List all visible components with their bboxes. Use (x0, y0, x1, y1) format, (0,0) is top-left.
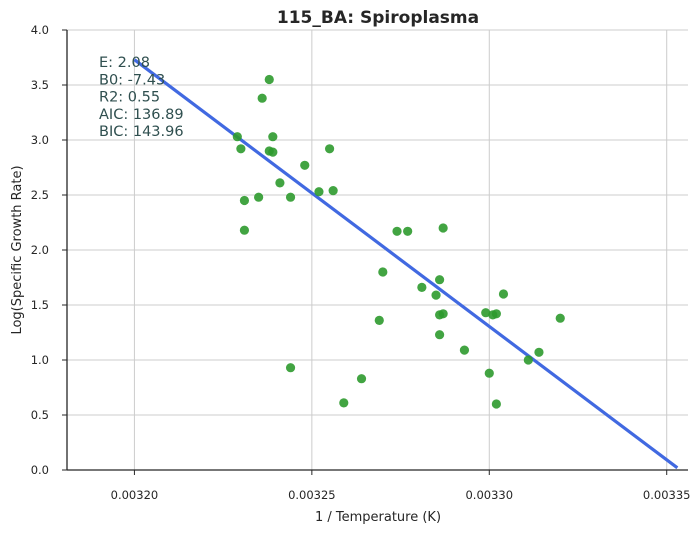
data-point (459, 345, 470, 355)
data-point (339, 398, 349, 408)
data-point (239, 225, 250, 235)
data-point (431, 290, 441, 300)
y-tick-label: 0.5 (31, 408, 49, 422)
y-tick-label: 1.5 (31, 298, 49, 312)
data-point (328, 186, 338, 196)
data-point (403, 226, 413, 236)
data-point (285, 363, 296, 373)
fit-stat-label: AIC: 136.89 (99, 107, 184, 123)
x-tick-label: 0.00335 (643, 488, 691, 502)
y-tick-label: 1.0 (31, 353, 49, 367)
data-point (268, 147, 278, 157)
data-point (392, 226, 402, 236)
x-axis-label: 1 / Temperature (K) (315, 510, 441, 525)
data-point (378, 267, 388, 277)
y-tick-label: 2.0 (31, 243, 49, 257)
data-point (239, 195, 250, 206)
data-point (417, 282, 427, 292)
fit-line-layer (133, 58, 679, 470)
data-point (438, 223, 448, 233)
x-tick-label: 0.00320 (111, 488, 159, 502)
data-point (491, 309, 501, 319)
data-point (374, 315, 384, 325)
y-axis-label: Log(Specific Growth Rate) (10, 165, 25, 334)
fit-line (133, 58, 679, 470)
data-point (435, 330, 445, 340)
fit-stat-label: BIC: 143.96 (99, 124, 184, 140)
chart-title: 115_BA: Spiroplasma (277, 8, 479, 28)
data-point (491, 399, 501, 409)
data-point (236, 144, 246, 154)
y-axis-ticks: 0.0 0.5 1.0 1.5 2.0 2.5 3.0 3.5 4.0 (31, 23, 67, 477)
y-tick-label: 0.0 (31, 463, 49, 477)
data-points (232, 74, 565, 409)
data-point (484, 368, 494, 378)
data-point (555, 313, 565, 323)
data-point (534, 347, 544, 357)
fit-stat-label: B0: -7.43 (99, 72, 165, 88)
data-point (481, 308, 491, 318)
fit-stat-label: R2: 0.55 (99, 90, 160, 106)
data-point (435, 275, 445, 285)
data-point (300, 160, 310, 170)
fit-stat-label: E: 2.08 (99, 55, 150, 71)
data-point (264, 74, 274, 85)
data-point (254, 192, 264, 202)
data-point (285, 192, 296, 202)
x-axis-ticks: 0.00320 0.00325 0.00330 0.00335 (111, 470, 691, 502)
data-point (324, 144, 335, 154)
data-point (356, 374, 367, 384)
y-tick-label: 3.5 (31, 78, 49, 92)
y-tick-label: 3.0 (31, 133, 49, 147)
data-point (275, 178, 285, 188)
x-tick-label: 0.00325 (288, 488, 336, 502)
x-tick-label: 0.00330 (465, 488, 513, 502)
y-tick-label: 2.5 (31, 188, 49, 202)
data-point (314, 187, 324, 197)
data-point (257, 93, 267, 103)
data-point (438, 309, 448, 319)
data-point (498, 289, 509, 299)
y-tick-label: 4.0 (31, 23, 49, 37)
data-point (523, 355, 533, 365)
data-point (268, 132, 278, 142)
data-point (232, 132, 242, 142)
